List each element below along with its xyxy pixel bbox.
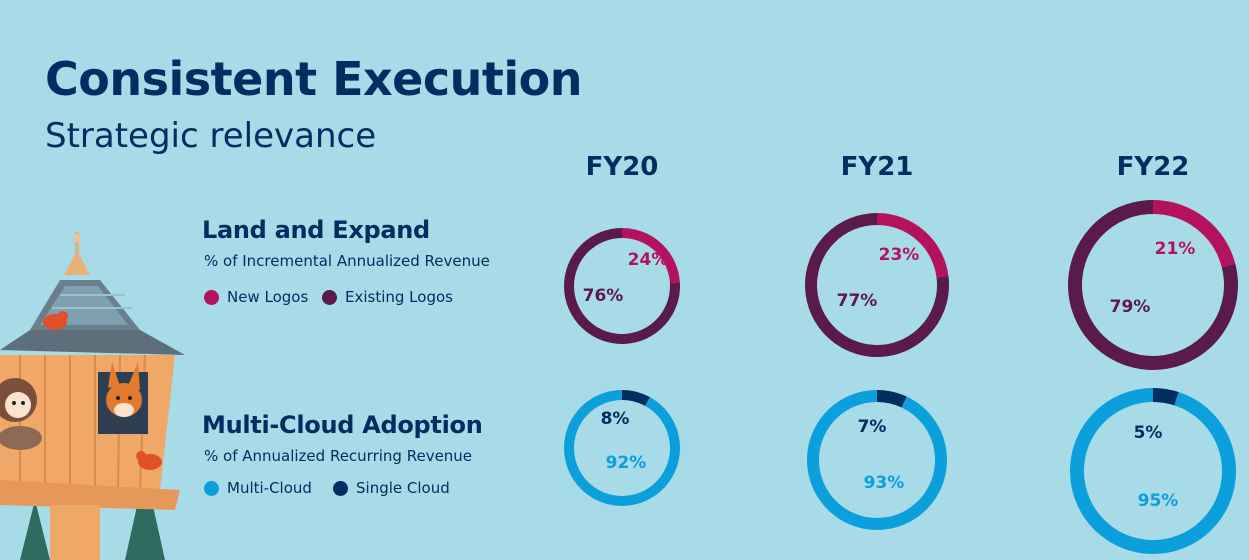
section-title-land-expand: Land and Expand <box>202 216 430 244</box>
donut-slice-multi-cloud-fy20 <box>564 390 680 506</box>
donut-slice-existing-logos-fy22 <box>1068 200 1238 370</box>
legend-label-multi-cloud: Multi-Cloud <box>227 479 312 497</box>
donut-label-single-cloud-fy20: 8% <box>601 409 630 429</box>
year-header-fy21: FY21 <box>840 152 914 182</box>
section-title-multi-cloud: Multi-Cloud Adoption <box>202 411 483 439</box>
donut-slice-single-cloud-fy22 <box>1152 388 1179 406</box>
section-subtitle-land-expand: % of Incremental Annualized Revenue <box>204 252 490 270</box>
birdhouse-illustration <box>0 232 185 560</box>
donut-label-single-cloud-fy22: 5% <box>1134 423 1163 443</box>
section-subtitle-multi-cloud: % of Annualized Recurring Revenue <box>204 447 473 465</box>
donut-slice-new-logos-fy22 <box>1152 200 1236 268</box>
donut-label-single-cloud-fy21: 7% <box>858 417 887 437</box>
donut-label-existing-logos-fy22: 79% <box>1110 297 1151 317</box>
donut-label-multi-cloud-fy21: 93% <box>864 473 905 493</box>
donut-slice-new-logos-fy20 <box>621 228 680 284</box>
year-header-fy22: FY22 <box>1116 152 1190 182</box>
donut-slice-new-logos-fy21 <box>876 213 949 278</box>
legend-label-new-logos: New Logos <box>227 288 309 306</box>
year-header-fy20: FY20 <box>585 152 659 182</box>
tree-shape <box>125 470 165 560</box>
donut-label-new-logos-fy20: 24% <box>628 250 669 270</box>
page-subtitle: Strategic relevance <box>45 116 377 156</box>
legend-swatch-multi-cloud <box>204 481 219 496</box>
tree-shape <box>20 500 50 560</box>
donut-label-multi-cloud-fy22: 95% <box>1138 491 1179 511</box>
legend-label-existing-logos: Existing Logos <box>345 288 453 306</box>
donut-label-new-logos-fy22: 21% <box>1155 239 1196 259</box>
donut-slice-existing-logos-fy20 <box>564 228 680 344</box>
donut-slice-multi-cloud-fy22 <box>1070 388 1236 554</box>
legend-label-single-cloud: Single Cloud <box>356 479 450 497</box>
spire <box>75 232 79 262</box>
donut-slice-existing-logos-fy21 <box>805 213 949 357</box>
legend-swatch-single-cloud <box>333 481 348 496</box>
donut-label-multi-cloud-fy20: 92% <box>606 453 647 473</box>
legend-swatch-new-logos <box>204 290 219 305</box>
legend-swatch-existing-logos <box>322 290 337 305</box>
donut-slice-multi-cloud-fy21 <box>807 390 947 530</box>
page-title: Consistent Execution <box>45 52 583 106</box>
donut-label-existing-logos-fy21: 77% <box>837 291 878 311</box>
donut-slice-single-cloud-fy21 <box>876 390 907 408</box>
donut-slice-single-cloud-fy20 <box>621 390 650 407</box>
donut-label-existing-logos-fy20: 76% <box>583 286 624 306</box>
donut-label-new-logos-fy21: 23% <box>879 245 920 265</box>
